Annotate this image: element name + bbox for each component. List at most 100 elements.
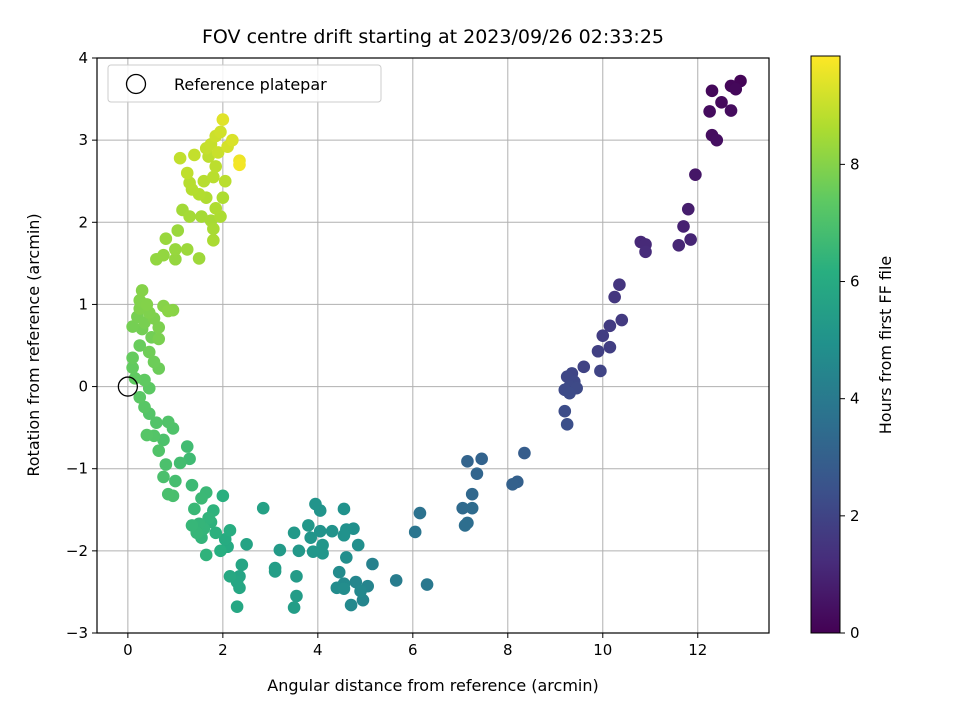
data-point xyxy=(207,222,220,236)
x-ticks: 0 2 4 6 8 10 12 xyxy=(123,633,707,659)
colorbar-tick-label: 0 xyxy=(850,624,860,642)
data-point xyxy=(340,551,353,564)
data-point xyxy=(420,578,434,591)
data-point xyxy=(161,487,175,501)
legend-label: Reference platepar xyxy=(174,75,327,94)
data-point xyxy=(273,543,287,557)
data-point xyxy=(173,456,187,470)
data-point xyxy=(591,344,605,358)
data-point xyxy=(147,355,161,369)
x-tick-label: 0 xyxy=(123,641,133,659)
data-point xyxy=(710,133,724,147)
data-point xyxy=(672,238,686,252)
data-point xyxy=(218,174,232,188)
data-point xyxy=(171,224,185,237)
data-point xyxy=(209,202,223,215)
grid-lines xyxy=(97,57,769,634)
data-point xyxy=(639,245,652,259)
colorbar-tick-label: 4 xyxy=(850,390,860,408)
data-point xyxy=(195,491,208,505)
data-point xyxy=(159,232,173,246)
x-tick-label: 8 xyxy=(503,641,513,659)
colorbar-tick-label: 8 xyxy=(850,155,860,173)
data-point xyxy=(413,506,427,520)
data-point xyxy=(465,487,479,501)
y-tick-label: −1 xyxy=(66,460,88,478)
data-point xyxy=(185,478,199,492)
data-point xyxy=(209,526,223,540)
data-point xyxy=(475,452,488,466)
data-point xyxy=(354,584,367,598)
data-point xyxy=(325,524,339,538)
data-point xyxy=(214,125,227,139)
data-point xyxy=(209,160,223,173)
data-point xyxy=(140,428,154,442)
chart-title: FOV centre drift starting at 2023/09/26 … xyxy=(202,26,664,48)
data-point xyxy=(705,84,719,98)
data-point xyxy=(152,444,166,457)
data-point xyxy=(180,440,194,453)
data-point xyxy=(183,210,196,223)
data-point xyxy=(183,176,196,190)
x-tick-label: 4 xyxy=(313,641,323,659)
colorbar-tick-label: 2 xyxy=(850,507,860,525)
plot-frame xyxy=(96,57,770,634)
data-point xyxy=(560,418,574,431)
data-point xyxy=(287,601,301,614)
reference-point-marker xyxy=(117,376,139,397)
colorbar-label: Hours from first FF file xyxy=(876,256,895,435)
data-point xyxy=(613,278,626,292)
data-point xyxy=(306,545,320,558)
colorbar-tick-label: 6 xyxy=(850,273,860,291)
data-point xyxy=(316,547,329,560)
data-point xyxy=(169,243,182,256)
data-point xyxy=(138,373,151,387)
data-point xyxy=(506,478,519,491)
data-point xyxy=(216,489,230,503)
data-point xyxy=(313,524,327,538)
data-point xyxy=(135,284,149,297)
data-point xyxy=(518,446,531,460)
data-point xyxy=(150,416,163,430)
data-point xyxy=(180,166,194,180)
data-point xyxy=(188,502,201,516)
data-point xyxy=(128,372,142,385)
data-point xyxy=(408,525,422,539)
data-point xyxy=(458,519,472,532)
data-point xyxy=(126,320,139,333)
data-point xyxy=(256,501,270,515)
y-tick-label: 1 xyxy=(78,295,88,313)
y-tick-label: 3 xyxy=(78,131,88,149)
data-point xyxy=(287,526,301,540)
colorbar: 0 2 4 6 8 Hours from first FF file xyxy=(810,55,895,642)
data-point xyxy=(152,332,166,346)
data-point xyxy=(689,168,702,181)
data-point xyxy=(337,582,351,595)
data-point xyxy=(465,501,479,515)
data-point xyxy=(169,474,182,488)
data-point xyxy=(233,158,246,172)
x-tick-label: 10 xyxy=(593,641,612,659)
data-point xyxy=(183,452,196,466)
data-point xyxy=(703,105,716,118)
data-point xyxy=(161,304,175,318)
data-point xyxy=(216,113,230,126)
y-tick-label: 4 xyxy=(78,49,88,67)
data-point xyxy=(461,455,474,468)
data-point xyxy=(157,433,170,447)
data-point xyxy=(138,316,151,329)
data-point xyxy=(223,570,237,583)
data-point xyxy=(351,538,365,552)
data-point xyxy=(235,558,249,572)
data-point xyxy=(290,589,303,603)
data-point xyxy=(332,565,346,579)
data-point xyxy=(577,360,591,374)
y-tick-label: −3 xyxy=(66,624,88,642)
data-point xyxy=(126,351,139,365)
data-point xyxy=(596,329,610,342)
data-points xyxy=(126,74,747,614)
data-point xyxy=(180,243,194,256)
data-point xyxy=(185,519,199,532)
data-point xyxy=(337,502,351,516)
y-tick-label: −2 xyxy=(66,542,88,560)
